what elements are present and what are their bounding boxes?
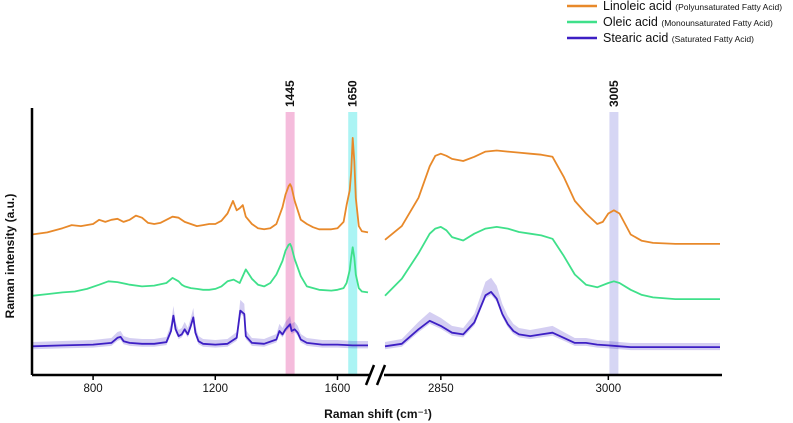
legend-entry: Oleic acid (Monounsaturated Fatty Acid): [603, 15, 773, 29]
legend-entry: Linoleic acid (Polyunsaturated Fatty Aci…: [603, 0, 782, 13]
y-axis-label: Raman intensity (a.u.): [3, 194, 17, 319]
series-line-0-left: [31, 137, 369, 236]
series-line-2-right: [384, 291, 720, 348]
band-label-1445: 1445: [283, 80, 297, 107]
x-tick-label: 2850: [428, 383, 454, 395]
x-ticks: 800 1200 1600 2850 3000: [83, 375, 621, 395]
x-tick-label: 1600: [325, 383, 351, 395]
axis-break-mark: [375, 364, 387, 386]
x-tick-label: 3000: [596, 383, 622, 395]
band-3005: [609, 112, 619, 375]
series-line-2-left: [31, 309, 368, 348]
band-label-1650: 1650: [346, 80, 360, 107]
error-band-left: [32, 299, 368, 350]
x-tick-label: 1200: [202, 383, 228, 395]
series-line-1-right: [384, 226, 720, 300]
series-line-1-left: [31, 243, 369, 297]
x-tick-label: 800: [83, 383, 102, 395]
series-lines: [31, 137, 720, 351]
series-line-0-right: [384, 149, 720, 245]
axis-break-mark: [364, 364, 376, 386]
legend-entry: Stearic acid (Saturated Fatty Acid): [603, 31, 754, 45]
legend: Linoleic acid (Polyunsaturated Fatty Aci…: [567, 0, 782, 45]
x-axis-label: Raman shift (cm⁻¹): [324, 407, 432, 421]
error-band-right: [385, 277, 720, 351]
band-1650: [348, 112, 358, 375]
band-label-3005: 3005: [607, 80, 621, 107]
